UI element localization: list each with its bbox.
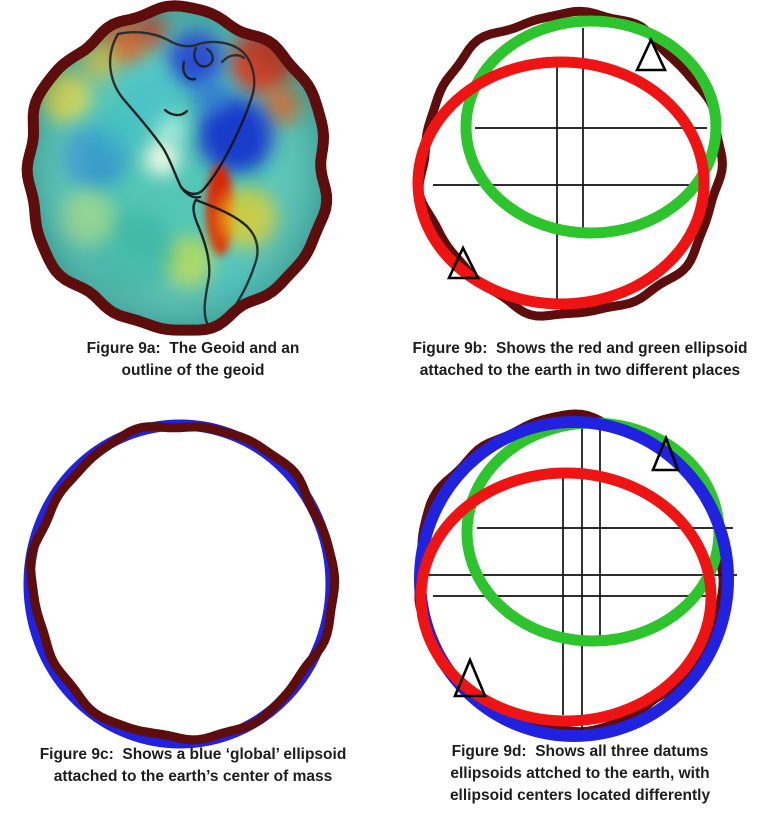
figure-9a-caption: Figure 9a: The Geoid and an outline of t… [86, 340, 300, 379]
figure-9d-graphic [414, 409, 737, 742]
figure-9b-caption: Figure 9b: Shows the red and green ellip… [412, 340, 748, 379]
figure-9c-graphic [23, 419, 340, 749]
figure-9d-caption: Figure 9d: Shows all three datums ellips… [449, 743, 711, 804]
figure-9a-graphic [21, 0, 333, 336]
figure-9c-caption: Figure 9c: Shows a blue ‘global’ ellipso… [39, 746, 347, 785]
figure-9b-graphic [412, 6, 727, 321]
